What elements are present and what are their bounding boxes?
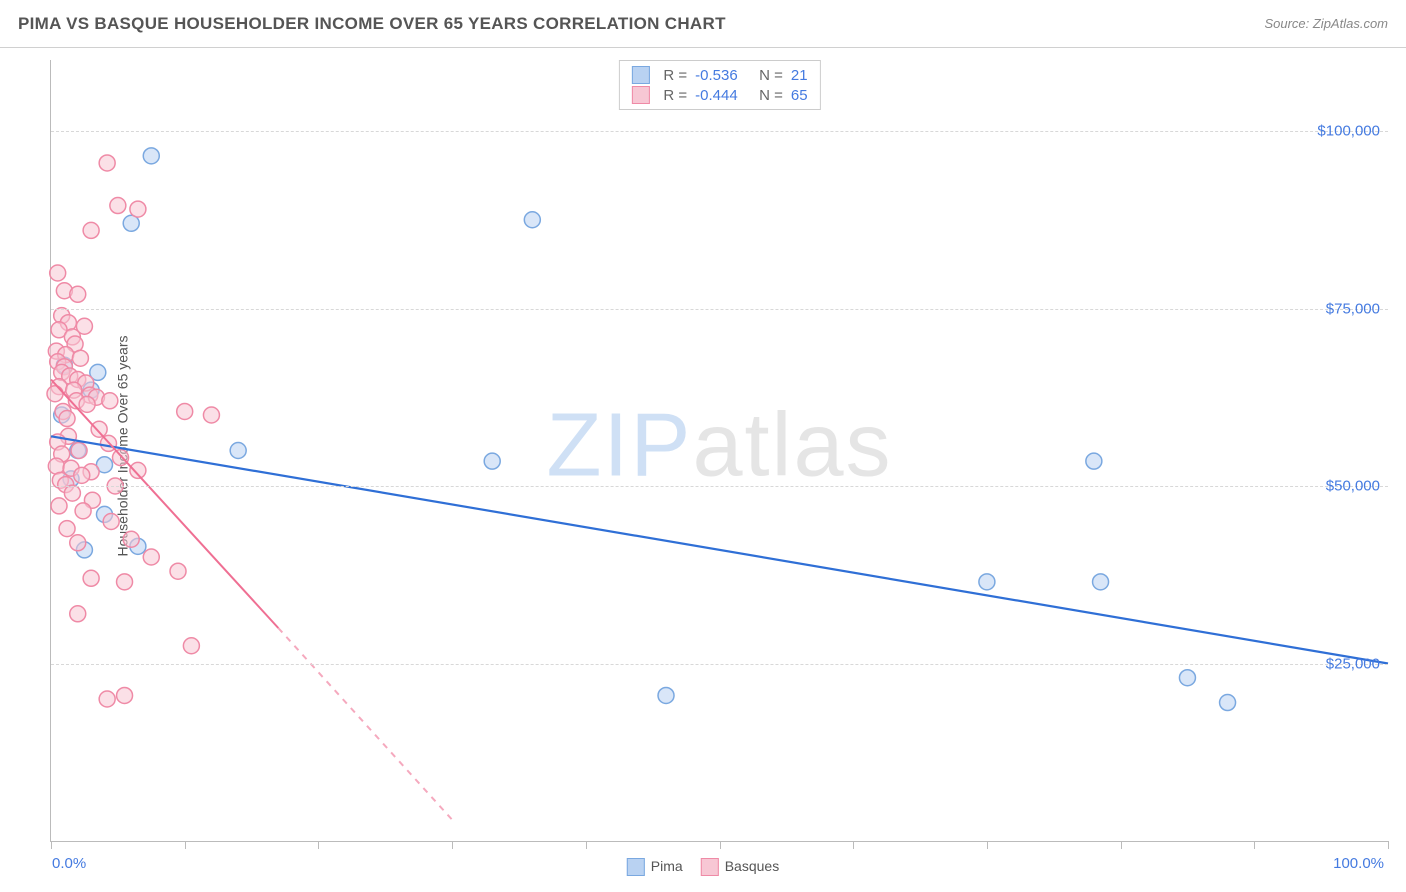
x-tick bbox=[1254, 841, 1255, 849]
scatter-point bbox=[99, 155, 115, 171]
chart-title: PIMA VS BASQUE HOUSEHOLDER INCOME OVER 6… bbox=[18, 14, 726, 34]
scatter-point bbox=[75, 503, 91, 519]
scatter-point bbox=[117, 574, 133, 590]
chart-source: Source: ZipAtlas.com bbox=[1264, 16, 1388, 31]
chart-svg bbox=[51, 60, 1388, 841]
x-tick bbox=[1388, 841, 1389, 849]
scatter-point bbox=[59, 411, 75, 427]
legend-swatch bbox=[631, 66, 649, 84]
legend-item: Pima bbox=[627, 858, 683, 876]
gridline bbox=[51, 309, 1388, 310]
scatter-point bbox=[143, 549, 159, 565]
scatter-point bbox=[1086, 453, 1102, 469]
legend-label: Basques bbox=[725, 858, 779, 874]
x-tick bbox=[1121, 841, 1122, 849]
scatter-point bbox=[70, 535, 86, 551]
scatter-point bbox=[110, 198, 126, 214]
x-tick bbox=[318, 841, 319, 849]
chart-header: PIMA VS BASQUE HOUSEHOLDER INCOME OVER 6… bbox=[0, 0, 1406, 48]
x-tick bbox=[452, 841, 453, 849]
trend-line-dashed bbox=[278, 628, 452, 820]
y-tick-label: $100,000 bbox=[1317, 123, 1380, 140]
scatter-point bbox=[50, 265, 66, 281]
gridline bbox=[51, 664, 1388, 665]
scatter-point bbox=[70, 286, 86, 302]
correlation-row: R = -0.444 N = 65 bbox=[631, 85, 807, 105]
x-axis-min-label: 0.0% bbox=[52, 855, 86, 872]
scatter-point bbox=[130, 201, 146, 217]
scatter-point bbox=[113, 450, 129, 466]
x-tick bbox=[853, 841, 854, 849]
scatter-point bbox=[102, 393, 118, 409]
legend-item: Basques bbox=[701, 858, 779, 876]
gridline bbox=[51, 131, 1388, 132]
legend-swatch bbox=[631, 86, 649, 104]
x-tick bbox=[987, 841, 988, 849]
legend-swatch bbox=[701, 858, 719, 876]
scatter-point bbox=[170, 563, 186, 579]
plot-area: ZIPatlas R =-0.536N =21R =-0.444N =65 $2… bbox=[50, 60, 1388, 842]
scatter-point bbox=[117, 687, 133, 703]
scatter-point bbox=[74, 467, 90, 483]
scatter-point bbox=[71, 443, 87, 459]
scatter-point bbox=[123, 531, 139, 547]
scatter-point bbox=[524, 212, 540, 228]
n-value: 65 bbox=[791, 87, 808, 104]
scatter-point bbox=[1179, 670, 1195, 686]
scatter-point bbox=[1220, 695, 1236, 711]
scatter-point bbox=[658, 687, 674, 703]
scatter-point bbox=[70, 606, 86, 622]
scatter-point bbox=[230, 443, 246, 459]
x-tick bbox=[51, 841, 52, 849]
x-tick bbox=[586, 841, 587, 849]
scatter-point bbox=[99, 691, 115, 707]
scatter-point bbox=[143, 148, 159, 164]
n-value: 21 bbox=[791, 67, 808, 84]
scatter-point bbox=[484, 453, 500, 469]
scatter-point bbox=[91, 421, 107, 437]
scatter-point bbox=[83, 570, 99, 586]
scatter-point bbox=[203, 407, 219, 423]
r-value: -0.536 bbox=[695, 67, 751, 84]
scatter-point bbox=[1093, 574, 1109, 590]
scatter-point bbox=[183, 638, 199, 654]
r-value: -0.444 bbox=[695, 87, 751, 104]
scatter-point bbox=[103, 514, 119, 530]
legend-label: Pima bbox=[651, 858, 683, 874]
scatter-point bbox=[72, 350, 88, 366]
scatter-point bbox=[979, 574, 995, 590]
y-tick-label: $50,000 bbox=[1326, 478, 1380, 495]
scatter-point bbox=[51, 498, 67, 514]
gridline bbox=[51, 486, 1388, 487]
x-axis-max-label: 100.0% bbox=[1333, 855, 1384, 872]
r-label: R = bbox=[663, 67, 687, 84]
x-tick bbox=[185, 841, 186, 849]
r-label: R = bbox=[663, 87, 687, 104]
y-tick-label: $25,000 bbox=[1326, 655, 1380, 672]
scatter-point bbox=[83, 222, 99, 238]
trend-line bbox=[51, 436, 1388, 663]
n-label: N = bbox=[759, 87, 783, 104]
correlation-legend: R = -0.536 N = 21 R = -0.444 N = 65 bbox=[618, 60, 820, 110]
n-label: N = bbox=[759, 67, 783, 84]
scatter-point bbox=[79, 396, 95, 412]
scatter-point bbox=[59, 521, 75, 537]
scatter-point bbox=[177, 403, 193, 419]
x-tick bbox=[720, 841, 721, 849]
series-legend: Pima Basques bbox=[627, 858, 779, 876]
y-tick-label: $75,000 bbox=[1326, 300, 1380, 317]
legend-swatch bbox=[627, 858, 645, 876]
scatter-point bbox=[47, 386, 63, 402]
scatter-point bbox=[64, 485, 80, 501]
correlation-row: R = -0.536 N = 21 bbox=[631, 65, 807, 85]
